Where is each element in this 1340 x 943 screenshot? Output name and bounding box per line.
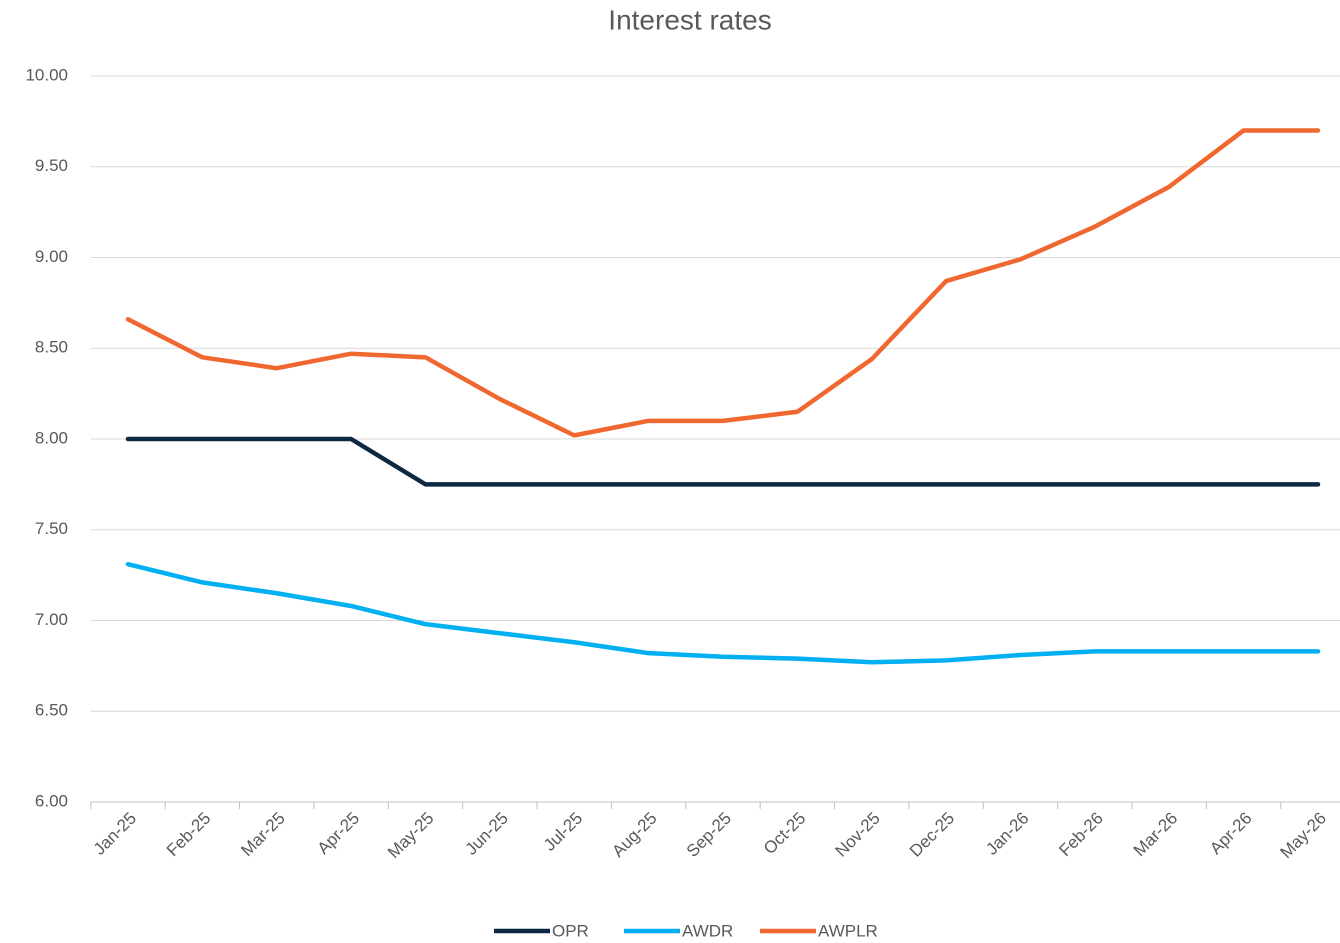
chart-title: Interest rates <box>608 4 771 35</box>
x-tick-label: May-26 <box>1276 809 1330 863</box>
legend-label: AWPLR <box>818 921 878 940</box>
series-line <box>125 561 1321 665</box>
x-tick-label: May-25 <box>384 809 438 863</box>
x-tick-label: Oct-25 <box>760 809 810 859</box>
y-tick-label: 6.00 <box>35 791 68 810</box>
x-tick-label: Jan-25 <box>90 809 140 859</box>
series-line <box>125 128 1321 438</box>
y-tick-label: 7.00 <box>35 610 68 629</box>
x-tick-label: Aug-25 <box>608 809 660 861</box>
y-tick-label: 9.50 <box>35 156 68 175</box>
x-tick-label: Apr-26 <box>1206 809 1256 859</box>
x-tick-label: Jul-25 <box>540 809 586 855</box>
x-tick-label: Dec-25 <box>906 809 958 861</box>
x-tick-label: Apr-25 <box>314 809 364 859</box>
y-tick-label: 8.00 <box>35 428 68 447</box>
x-tick-label: Jun-25 <box>462 809 512 859</box>
x-tick-label: Mar-25 <box>237 809 289 861</box>
y-tick-label: 6.50 <box>35 701 68 720</box>
x-tick-label: Jan-26 <box>982 809 1032 859</box>
series-line <box>125 436 1321 487</box>
y-tick-label: 8.50 <box>35 338 68 357</box>
y-tick-label: 10.00 <box>25 65 68 84</box>
x-tick-label: Sep-25 <box>683 809 735 861</box>
legend-label: AWDR <box>682 921 733 940</box>
x-tick-label: Feb-26 <box>1055 809 1107 861</box>
x-tick-label: Feb-25 <box>163 809 215 861</box>
y-tick-label: 9.00 <box>35 247 68 266</box>
x-tick-label: Mar-26 <box>1130 809 1182 861</box>
y-tick-label: 7.50 <box>35 519 68 538</box>
x-tick-label: Nov-25 <box>832 809 884 861</box>
legend-label: OPR <box>552 921 589 940</box>
